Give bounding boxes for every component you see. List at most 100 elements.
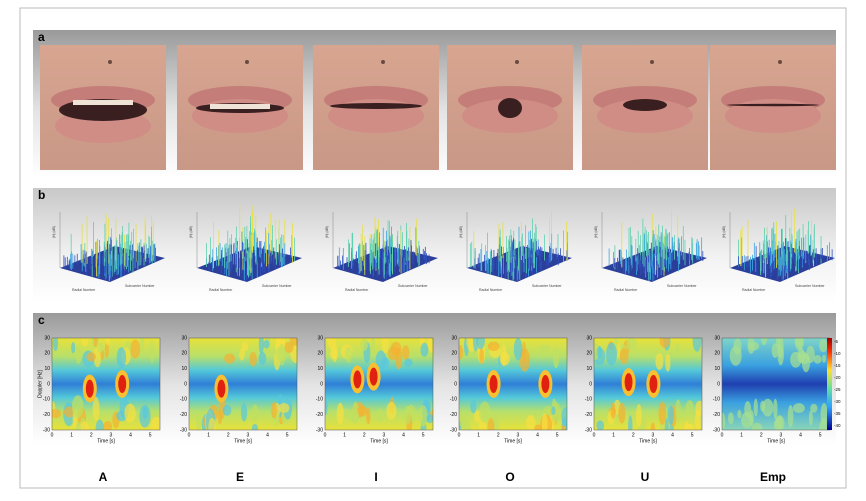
noise-blob — [366, 408, 371, 425]
noise-blob — [479, 401, 490, 423]
y-tick-label: -30 — [585, 427, 592, 433]
axis-label: |H| (dB) — [459, 226, 463, 238]
lip-photo — [710, 45, 836, 170]
y-tick-label: 0 — [717, 381, 720, 387]
x-tick-label: 0 — [188, 432, 191, 438]
x-tick-label: 1 — [343, 432, 346, 438]
lip-photo — [313, 45, 439, 170]
x-tick-label: 5 — [556, 432, 559, 438]
peak-inner — [118, 375, 126, 393]
noise-blob — [636, 404, 642, 427]
mole — [650, 60, 654, 64]
noise-blob — [241, 403, 247, 421]
y-tick-label: 20 — [181, 351, 187, 357]
noise-blob — [427, 414, 434, 423]
noise-blob — [124, 404, 136, 423]
axis-label: Radial Number — [345, 288, 369, 292]
x-tick-label: 5 — [819, 432, 822, 438]
y-tick-label: -30 — [316, 427, 323, 433]
y-tick-label: -10 — [713, 397, 720, 403]
noise-blob — [819, 339, 828, 352]
noise-blob — [279, 403, 290, 413]
noise-blob — [488, 342, 500, 351]
noise-blob — [370, 337, 375, 353]
y-tick-label: -30 — [43, 427, 50, 433]
spectrogram — [457, 329, 570, 441]
x-tick-label: 2 — [760, 432, 763, 438]
colorbar-tick-label: -15 — [834, 363, 841, 368]
axis-label: Time [s] — [767, 438, 785, 444]
x-tick-label: 2 — [632, 432, 635, 438]
column-label: I — [374, 470, 377, 484]
colorbar-tick-label: -10 — [834, 351, 841, 356]
y-tick-label: 30 — [181, 335, 187, 341]
noise-blob — [728, 412, 734, 424]
x-tick-label: 4 — [402, 432, 405, 438]
y-tick-label: -10 — [585, 397, 592, 403]
column-label: U — [641, 470, 650, 484]
x-tick-label: 2 — [363, 432, 366, 438]
noise-blob — [793, 403, 805, 413]
noise-blob — [360, 338, 368, 350]
peak-inner — [541, 375, 549, 393]
y-tick-label: -30 — [713, 427, 720, 433]
noise-blob — [553, 348, 559, 368]
y-tick-label: 30 — [586, 335, 592, 341]
y-tick-label: 10 — [317, 366, 323, 372]
x-tick-label: 1 — [740, 432, 743, 438]
lip-photo — [582, 45, 708, 170]
noise-blob — [470, 399, 476, 413]
panel-label: c — [38, 313, 45, 327]
noise-blob — [551, 406, 555, 415]
peak-inner — [353, 370, 361, 388]
y-tick-label: -10 — [316, 397, 323, 403]
noise-blob — [749, 410, 754, 426]
peak-inner — [86, 380, 94, 398]
y-tick-label: 10 — [714, 366, 720, 372]
x-tick-label: 0 — [593, 432, 596, 438]
noise-blob — [606, 343, 617, 366]
noise-blob — [611, 403, 616, 419]
x-tick-label: 5 — [149, 432, 152, 438]
noise-blob — [788, 405, 794, 428]
figure: a b c |H| (dB)Radial NumberSubcarrier Nu… — [0, 0, 866, 496]
axis-label: Radial Number — [614, 288, 638, 292]
peak-inner — [490, 375, 498, 393]
y-tick-label: -20 — [450, 412, 457, 418]
x-tick-label: 2 — [497, 432, 500, 438]
mole — [381, 60, 385, 64]
noise-blob — [337, 403, 344, 425]
colorbar-tick-label: -20 — [834, 375, 841, 380]
noise-blob — [737, 410, 741, 418]
y-tick-label: 0 — [454, 381, 457, 387]
y-tick-label: 30 — [451, 335, 457, 341]
axis-label: Time [s] — [370, 438, 388, 444]
noise-blob — [760, 401, 765, 412]
noise-blob — [72, 395, 84, 418]
y-tick-label: -20 — [713, 412, 720, 418]
noise-blob — [388, 347, 400, 361]
noise-blob — [404, 359, 413, 367]
noise-blob — [802, 353, 810, 372]
x-tick-label: 2 — [227, 432, 230, 438]
colorbar-tick-label: -35 — [834, 411, 841, 416]
peak-inner — [649, 375, 657, 393]
spectrogram — [189, 331, 301, 438]
noise-blob — [626, 338, 637, 351]
noise-blob — [500, 352, 510, 365]
axis-label: Time [s] — [504, 438, 522, 444]
noise-blob — [514, 338, 523, 361]
mole — [778, 60, 782, 64]
noise-blob — [675, 343, 680, 356]
noise-blob — [93, 397, 100, 421]
noise-blob — [345, 347, 352, 363]
noise-blob — [618, 403, 625, 424]
mouth — [498, 98, 522, 118]
x-tick-label: 5 — [286, 432, 289, 438]
noise-blob — [224, 353, 235, 363]
lip-photo — [447, 45, 573, 170]
y-tick-label: -30 — [180, 427, 187, 433]
noise-blob — [86, 352, 96, 361]
x-tick-label: 1 — [477, 432, 480, 438]
lip-photo — [177, 45, 303, 170]
